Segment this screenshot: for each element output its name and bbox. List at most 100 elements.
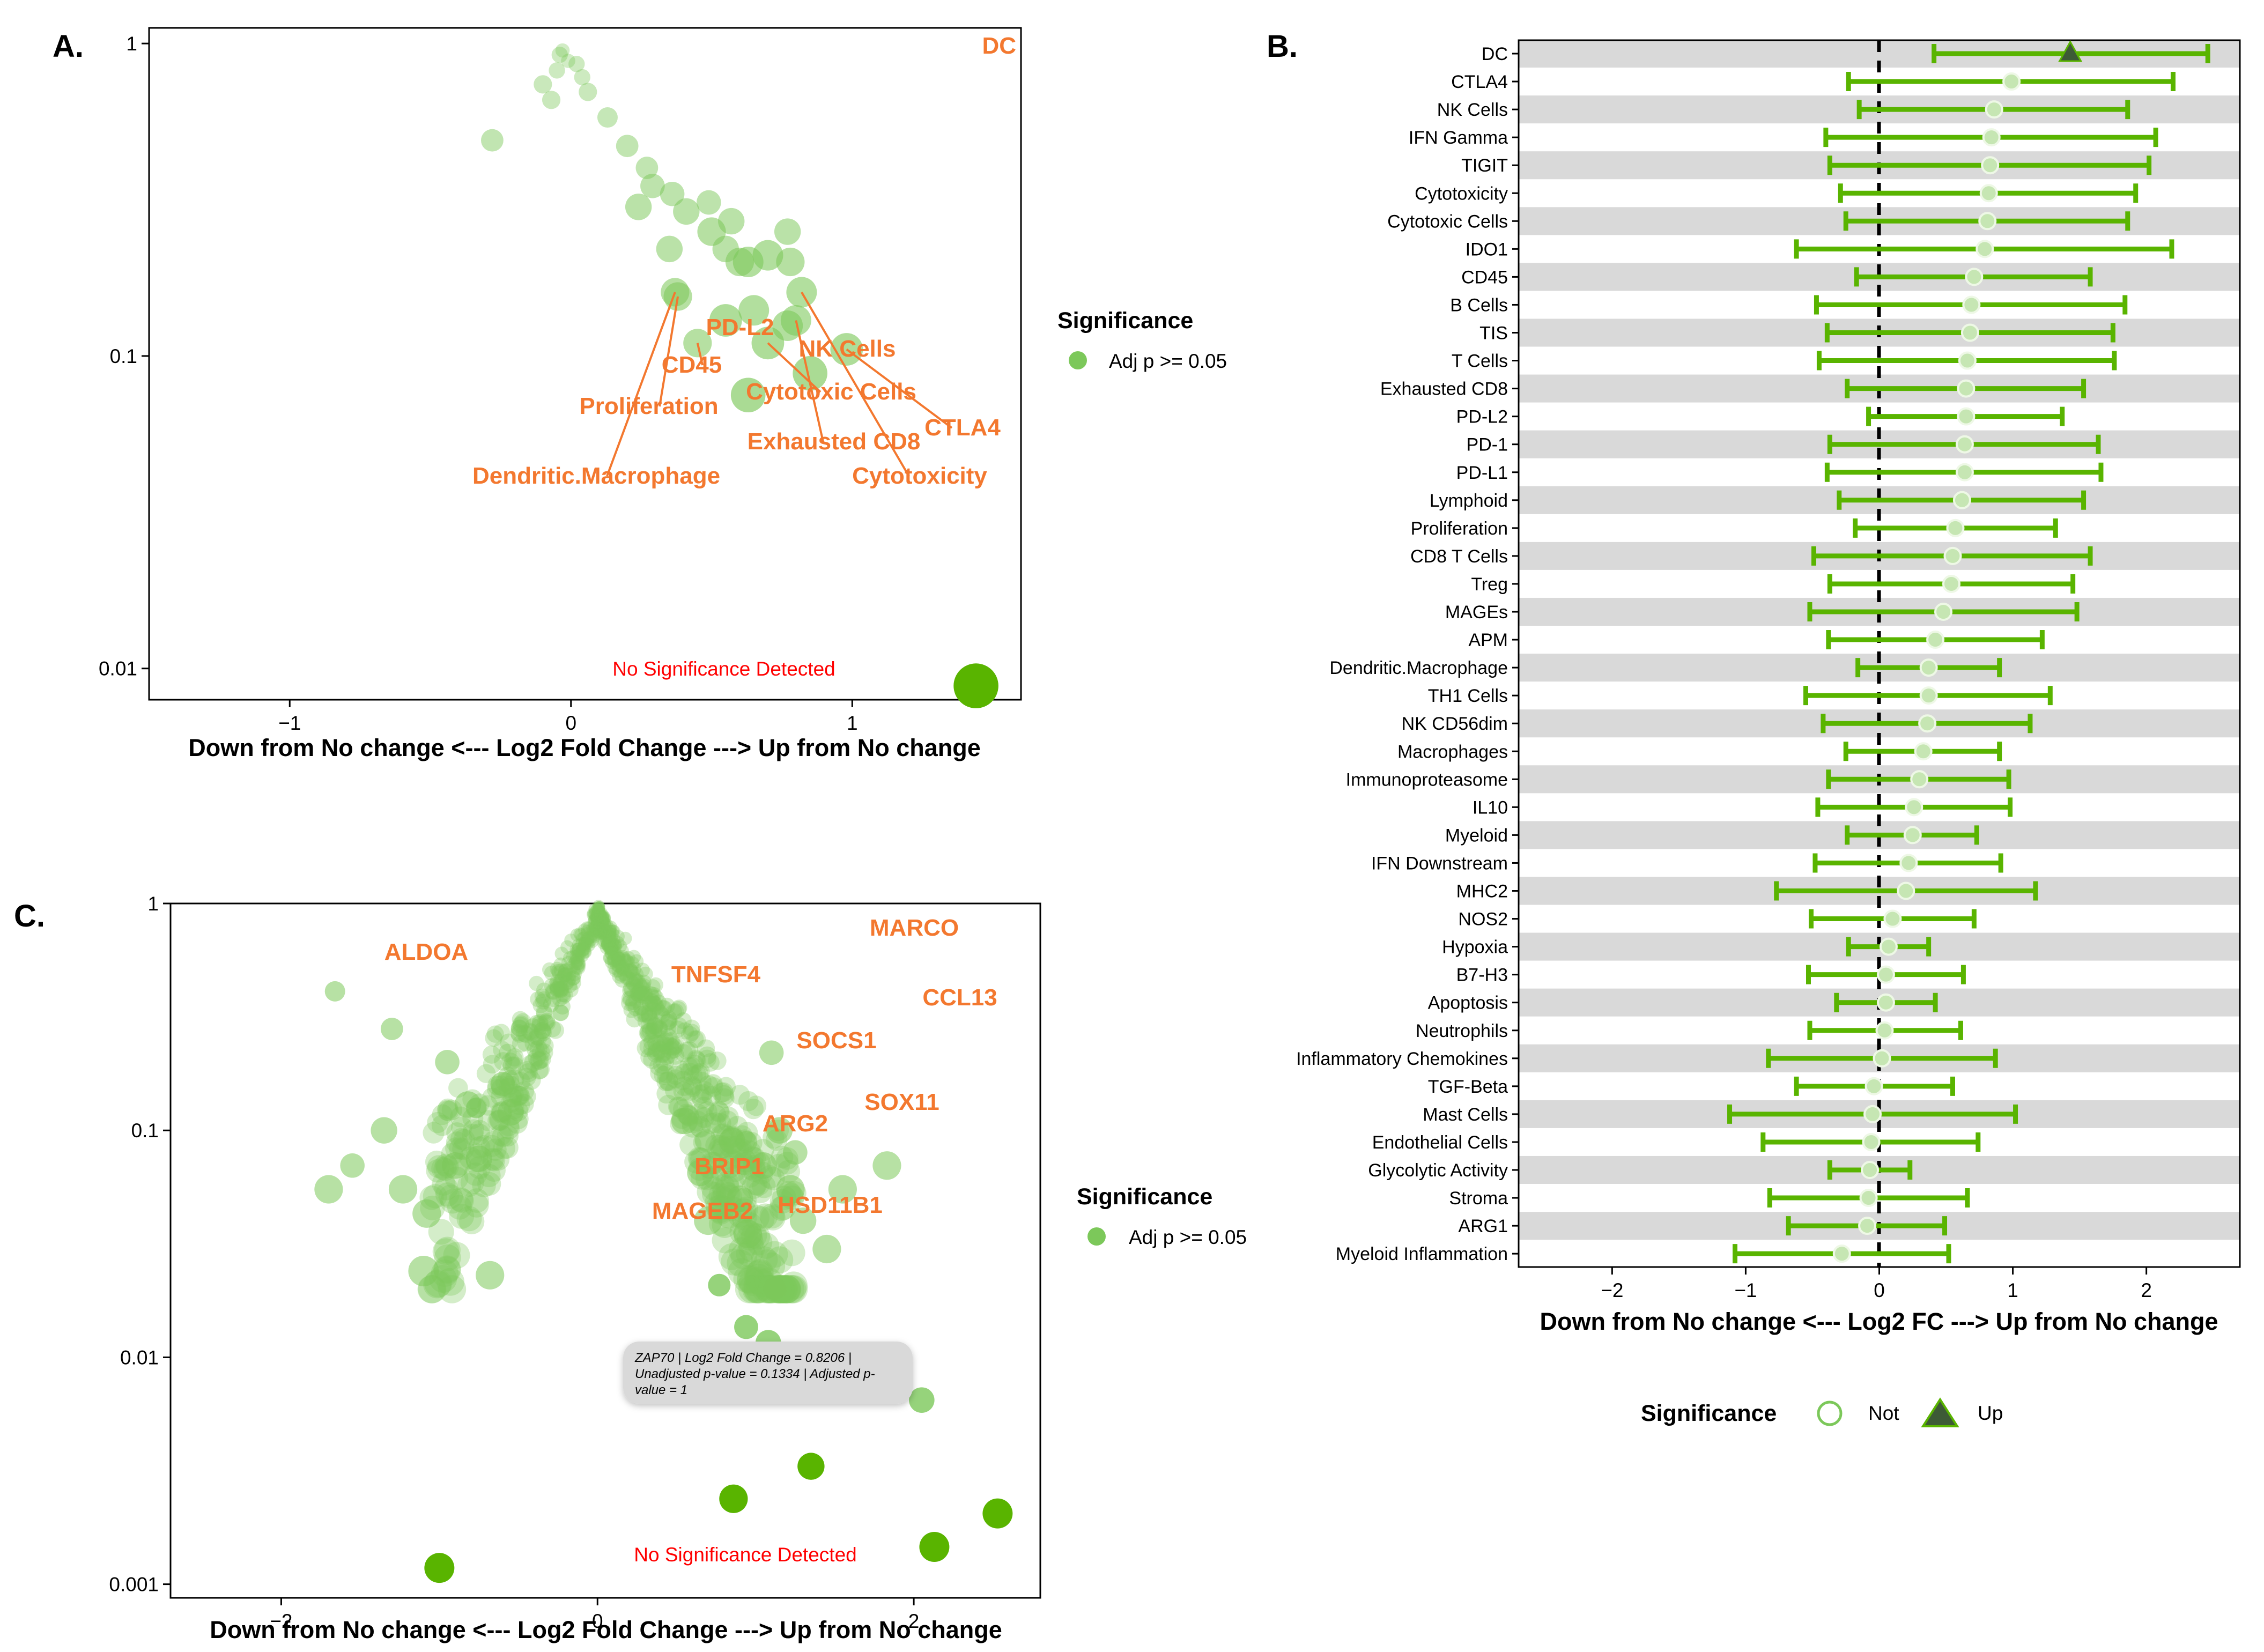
panel-b-row-label: PD-1 <box>1467 435 1508 455</box>
panel-c-point <box>561 977 578 994</box>
panel-c-point <box>700 1113 722 1134</box>
panel-b-row-label: T Cells <box>1452 351 1508 372</box>
panel-c-point <box>662 1041 680 1060</box>
panel-c-point <box>432 1238 460 1265</box>
panel-c-point <box>643 992 660 1009</box>
panel-b-row-label: CD8 T Cells <box>1410 546 1508 567</box>
panel-c-point <box>716 1110 738 1132</box>
panel-c-point <box>651 1020 669 1038</box>
panel-c-point <box>594 920 607 933</box>
panel-c-point <box>432 1172 456 1196</box>
panel-a-point-label: Proliferation <box>579 393 718 419</box>
panel-c-point <box>604 940 618 954</box>
panel-b-row-label: Immunoproteasome <box>1346 769 1508 790</box>
panel-b-estimate-not <box>2002 72 2021 91</box>
panel-c-point <box>597 914 610 927</box>
panel-c-point <box>660 1010 677 1027</box>
panel-c-point <box>596 914 609 927</box>
panel-c-point <box>594 920 607 934</box>
panel-c-point <box>593 913 606 926</box>
panel-c-point <box>674 1076 694 1097</box>
panel-c-point <box>698 1049 716 1068</box>
panel-c-point <box>624 963 639 979</box>
panel-c-point <box>572 945 586 959</box>
panel-c-point <box>586 908 599 921</box>
panel-b-row-label: CTLA4 <box>1451 72 1508 92</box>
panel-c-point <box>412 1199 441 1228</box>
panel-b-estimate-not <box>1903 826 1922 844</box>
panel-a-ytick-label: 0.1 <box>110 345 137 367</box>
panel-c-point <box>552 982 568 998</box>
panel-c-point <box>448 1187 473 1212</box>
panel-c-point <box>595 916 608 929</box>
panel-c-point <box>694 1081 715 1101</box>
panel-c-point <box>591 907 604 920</box>
panel-c-point <box>651 1035 669 1053</box>
panel-b-row-label: Glycolytic Activity <box>1368 1160 1508 1181</box>
panel-b-row-label: Myeloid Inflammation <box>1336 1244 1508 1264</box>
panel-c-tooltip-box <box>623 1342 913 1404</box>
panel-b-row-label: NK Cells <box>1437 100 1508 120</box>
panel-c-point <box>631 987 647 1003</box>
panel-c-point <box>472 1173 496 1197</box>
panel-c-point <box>574 928 588 942</box>
panel-c-point <box>687 1051 706 1070</box>
panel-c-point <box>578 923 591 937</box>
panel-c-point <box>432 1104 453 1125</box>
panel-b-estimate-not <box>1985 100 2003 119</box>
panel-label-c: C. <box>14 899 45 934</box>
panel-b-row-label: Lymphoid <box>1430 491 1508 511</box>
panel-c-xlabel: Down from No change <--- Log2 Fold Chang… <box>210 1616 1002 1643</box>
panel-c-point <box>643 986 659 1002</box>
panel-c-point <box>564 934 578 947</box>
panel-c-point <box>656 1064 676 1084</box>
panel-c-point <box>528 1028 546 1046</box>
panel-c-point-label: CCL13 <box>922 984 997 1011</box>
panel-b-estimate-not <box>1858 1217 1877 1235</box>
panel-c-point <box>600 940 614 954</box>
panel-c-point <box>592 918 605 931</box>
panel-c-point <box>763 1277 786 1300</box>
panel-c-point <box>637 986 653 1002</box>
panel-c-point <box>558 964 573 979</box>
panel-c-tooltip: ZAP70 | Log2 Fold Change = 0.8206 | Unadj… <box>623 1342 913 1404</box>
panel-c-point <box>609 963 624 978</box>
panel-c-point <box>671 1107 698 1135</box>
panel-c-point <box>592 907 605 920</box>
panel-b-row-label: Macrophages <box>1397 742 1508 762</box>
panel-b-estimate-not <box>1873 1049 1891 1068</box>
panel-c-point <box>680 1063 700 1082</box>
panel-c-point <box>572 947 586 962</box>
panel-c-point <box>598 924 612 938</box>
panel-c-point <box>530 1028 547 1046</box>
panel-c-point <box>551 965 567 981</box>
panel-c-point <box>605 935 619 949</box>
panel-c-point <box>692 1083 712 1104</box>
panel-c-point <box>686 1030 704 1048</box>
panel-c-point <box>982 1498 1013 1529</box>
panel-c-point <box>639 1037 657 1056</box>
panel-c-point <box>560 940 574 954</box>
panel-c-point <box>565 971 581 986</box>
panel-c-ytick-label: 0.01 <box>120 1346 159 1368</box>
panel-c-point <box>552 1004 569 1021</box>
panel-c-point <box>594 927 607 940</box>
panel-c-point <box>531 1016 549 1033</box>
panel-c-point <box>434 1176 458 1201</box>
panel-c-point <box>670 1001 686 1018</box>
panel-c-point <box>436 1100 458 1121</box>
panel-c-point <box>593 922 606 935</box>
panel-c-point <box>679 1057 698 1076</box>
panel-c-point <box>597 923 611 936</box>
panel-c-point <box>477 1172 501 1196</box>
panel-c-point <box>628 979 644 994</box>
panel-c-point <box>597 926 610 939</box>
panel-c-point <box>591 916 604 930</box>
panel-c-legend-dot <box>1087 1227 1106 1246</box>
panel-b-row-label: IDO1 <box>1466 239 1508 260</box>
panel-c-point <box>606 953 621 968</box>
panel-c-point <box>680 1081 700 1101</box>
panel-c-point <box>594 908 607 920</box>
panel-c-point-label: MARCO <box>870 915 959 941</box>
panel-c-point <box>738 1268 767 1296</box>
